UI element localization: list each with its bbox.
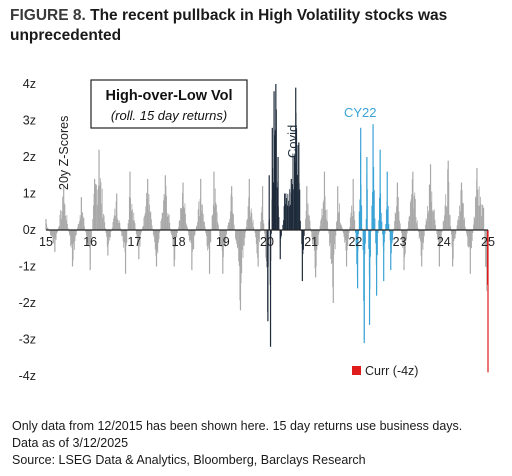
- x-tick-label: 16: [83, 235, 97, 249]
- y-tick-label: -3z: [19, 333, 36, 347]
- inset-title: High-over-Low Vol: [105, 88, 232, 104]
- annotation-covid: Covid: [285, 125, 300, 158]
- x-tick-label: 19: [216, 235, 230, 249]
- x-tick-label: 25: [481, 235, 495, 249]
- figure-title: FIGURE 8. The recent pullback in High Vo…: [10, 6, 500, 46]
- footnote-data-date: Data as of 3/12/2025: [12, 436, 129, 450]
- y-tick-label: 0z: [23, 223, 36, 237]
- x-tick-label: 21: [304, 235, 318, 249]
- legend-label: Curr (-4z): [365, 364, 418, 378]
- inset-subtitle: (roll. 15 day returns): [111, 108, 227, 123]
- x-tick-label: 24: [437, 235, 451, 249]
- y-tick-label: -2z: [19, 296, 36, 310]
- y-tick-label: 3z: [23, 114, 36, 128]
- figure-title-text: The recent pullback in High Volatility s…: [10, 7, 448, 44]
- legend-swatch: [352, 366, 361, 375]
- x-tick-label: 20: [260, 235, 274, 249]
- y-tick-label: -4z: [19, 369, 36, 383]
- x-tick-label: 23: [393, 235, 407, 249]
- footnote-data-note: Only data from 12/2015 has been shown he…: [12, 419, 463, 433]
- annotation-cy22: CY22: [344, 105, 377, 120]
- inset-box: [90, 79, 248, 129]
- figure-label: FIGURE 8.: [10, 7, 86, 24]
- y-tick-label: 4z: [23, 77, 36, 91]
- x-tick-label: 15: [39, 235, 53, 249]
- x-tick-label: 22: [348, 235, 362, 249]
- y-axis-label: 20y Z-Scores: [57, 116, 71, 190]
- z-score-chart: 4z 3z 2z 1z 0z -1z -2z -3z -4z 15 16 17 18 19 20 21 22 23…: [19, 77, 495, 383]
- y-tick-label: -1z: [19, 260, 36, 274]
- footnote-source: Source: LSEG Data & Analytics, Bloomberg…: [12, 453, 366, 467]
- y-tick-label: 1z: [23, 187, 36, 201]
- y-tick-label: 2z: [23, 150, 36, 164]
- x-tick-label: 18: [172, 235, 186, 249]
- x-tick-label: 17: [127, 235, 141, 249]
